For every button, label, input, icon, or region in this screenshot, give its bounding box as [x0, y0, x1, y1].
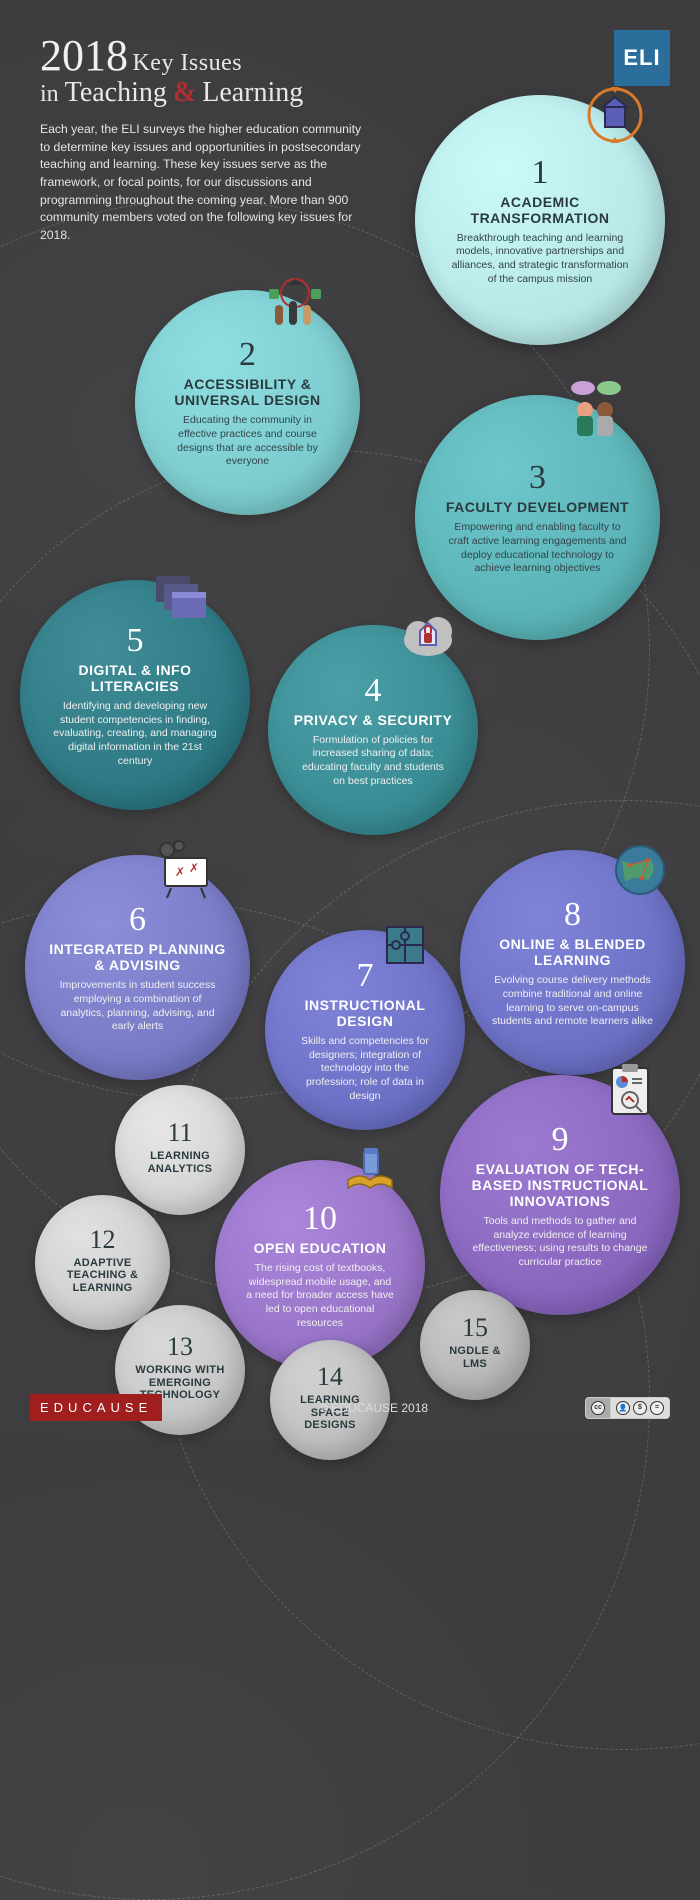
title-in: in: [40, 81, 59, 107]
bubble-number: 8: [564, 896, 581, 934]
bubble-title: PRIVACY & SECURITY: [294, 712, 453, 728]
bubble-title: EVALUATION OF TECH-BASED INSTRUCTIONAL I…: [460, 1161, 660, 1209]
bubble-1: 1 ACADEMIC TRANSFORMATION Breakthrough t…: [415, 95, 665, 345]
bubble-title: INTEGRATED PLANNING & ADVISING: [45, 941, 230, 973]
title-tail: Key Issues: [132, 50, 242, 76]
bubble-number: 2: [239, 336, 256, 374]
bubble-title: NGDLE & LMS: [440, 1345, 510, 1370]
clipboard-chart-icon: [600, 1060, 660, 1120]
bubble-desc: Breakthrough teaching and learning model…: [448, 232, 633, 287]
cc-nd-icon: =: [650, 1401, 664, 1415]
cc-circle-icon: cc: [591, 1401, 605, 1415]
bubble-desc: Skills and competencies for designers; i…: [295, 1035, 436, 1103]
globe-icon: [610, 840, 670, 900]
bubble-title: FACULTY DEVELOPMENT: [446, 499, 629, 515]
bubble-number: 7: [357, 957, 374, 995]
bubble-4: 4 PRIVACY & SECURITY Formulation of poli…: [268, 625, 478, 835]
bubble-desc: Educating the community in effective pra…: [166, 414, 329, 469]
bubble-number: 4: [365, 672, 382, 710]
bubble-6: ✗ ✗ 6 INTEGRATED PLANNING & ADVISING Impr…: [25, 855, 250, 1080]
bubble-desc: Improvements in student success employin…: [56, 979, 219, 1034]
bubble-title: ACCESSIBILITY & UNIVERSAL DESIGN: [155, 376, 340, 408]
cc-label: cc: [585, 1397, 611, 1419]
intro-text: Each year, the ELI surveys the higher ed…: [40, 121, 370, 245]
bubble-5: 5 DIGITAL & INFO LITERACIES Identifying …: [20, 580, 250, 810]
bubble-8: 8 ONLINE & BLENDED LEARNING Evolving cou…: [460, 850, 685, 1075]
title-teaching: Teaching: [65, 77, 167, 108]
eli-badge: ELI: [614, 30, 670, 86]
board-gears-icon: ✗✗: [155, 840, 215, 900]
educause-logo: EDUCAUSE: [30, 1394, 162, 1421]
bubble-desc: The rising cost of textbooks, widespread…: [245, 1262, 395, 1330]
bubble-desc: Evolving course delivery methods combine…: [491, 974, 654, 1029]
building-cycle-icon: [585, 85, 645, 145]
bubble-number: 10: [303, 1200, 337, 1238]
bubble-number: 13: [167, 1332, 193, 1362]
bubble-desc: Tools and methods to gather and analyze …: [472, 1215, 648, 1270]
header-block: 2018 Key Issues in Teaching & Learning E…: [40, 30, 400, 245]
bubble-number: 15: [462, 1313, 488, 1343]
copyright-text: © EDUCAUSE 2018: [319, 1401, 428, 1415]
title-amp: &: [173, 77, 196, 108]
title-line2: in Teaching & Learning: [40, 77, 400, 109]
bubble-9: 9 EVALUATION OF TECH-BASED INSTRUCTIONAL…: [440, 1075, 680, 1315]
bubble-10: 10 OPEN EDUCATION The rising cost of tex…: [215, 1160, 425, 1370]
bubble-number: 5: [127, 622, 144, 660]
cloud-lock-icon: [398, 605, 458, 665]
bubble-15: 15 NGDLE & LMS: [420, 1290, 530, 1400]
bubble-title: INSTRUCTIONAL DESIGN: [285, 997, 445, 1029]
bubble-title: OPEN EDUCATION: [254, 1240, 387, 1256]
bubble-number: 14: [317, 1362, 343, 1392]
footer: EDUCAUSE © EDUCAUSE 2018 cc 👤 $ =: [0, 1394, 700, 1421]
title-learning: Learning: [202, 77, 303, 108]
bubble-title: ADAPTIVE TEACHING & LEARNING: [55, 1257, 150, 1295]
bubble-desc: Identifying and developing new student c…: [51, 700, 218, 768]
title-line1: 2018 Key Issues: [40, 30, 400, 81]
bubble-title: DIGITAL & INFO LITERACIES: [40, 662, 230, 694]
bubble-number: 6: [129, 901, 146, 939]
bubble-number: 1: [532, 154, 549, 192]
hands-grad-icon: [265, 275, 325, 335]
bubble-number: 12: [90, 1225, 116, 1255]
bubble-title: ACADEMIC TRANSFORMATION: [435, 194, 645, 226]
people-speech-icon: [565, 380, 625, 440]
cc-nc-icon: $: [633, 1401, 647, 1415]
bubble-3: 3 FACULTY DEVELOPMENT Empowering and ena…: [415, 395, 660, 640]
bubble-number: 3: [529, 459, 546, 497]
windows-icon: [150, 570, 210, 630]
bubble-title: ONLINE & BLENDED LEARNING: [480, 936, 665, 968]
cc-by-icon: 👤: [616, 1401, 630, 1415]
bubble-title: LEARNING ANALYTICS: [135, 1150, 225, 1175]
open-book-icon: [340, 1140, 400, 1200]
puzzle-icon: [375, 915, 435, 975]
bubble-12: 12 ADAPTIVE TEACHING & LEARNING: [35, 1195, 170, 1330]
bubble-desc: Empowering and enabling faculty to craft…: [447, 521, 627, 576]
bubble-2: 2 ACCESSIBILITY & UNIVERSAL DESIGN Educa…: [135, 290, 360, 515]
svg-text:✗: ✗: [189, 861, 199, 875]
cc-license-badge: cc 👤 $ =: [585, 1397, 670, 1419]
bubble-number: 11: [167, 1118, 192, 1148]
bubble-7: 7 INSTRUCTIONAL DESIGN Skills and compet…: [265, 930, 465, 1130]
bubble-number: 9: [552, 1121, 569, 1159]
bubble-11: 11 LEARNING ANALYTICS: [115, 1085, 245, 1215]
bubble-desc: Formulation of policies for increased sh…: [298, 734, 448, 789]
cc-icons: 👤 $ =: [611, 1397, 670, 1419]
title-year: 2018: [40, 31, 128, 80]
svg-text:✗: ✗: [175, 865, 185, 879]
